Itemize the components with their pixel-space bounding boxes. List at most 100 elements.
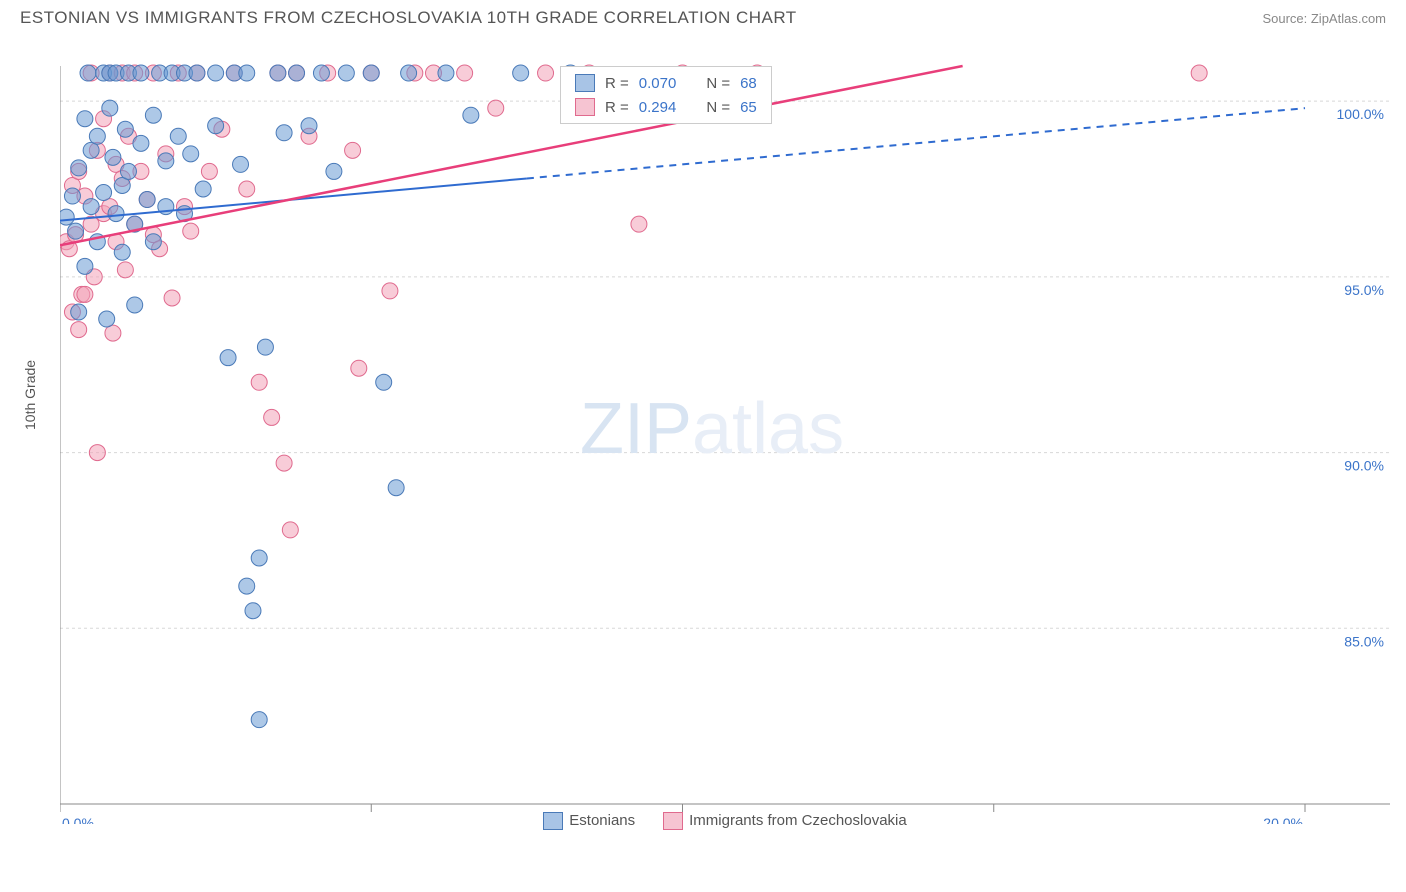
data-point [189, 65, 205, 81]
data-point [463, 107, 479, 123]
y-tick-label: 100.0% [1337, 106, 1384, 122]
data-point [538, 65, 554, 81]
legend-item: Estonians [543, 812, 635, 830]
legend-swatch [575, 74, 595, 92]
data-point [488, 100, 504, 116]
data-point [71, 304, 87, 320]
chart-title: ESTONIAN VS IMMIGRANTS FROM CZECHOSLOVAK… [20, 8, 797, 28]
data-point [233, 156, 249, 172]
data-point [208, 65, 224, 81]
y-axis-label: 10th Grade [22, 360, 38, 430]
data-point [71, 160, 87, 176]
data-point [251, 550, 267, 566]
legend-swatch [575, 98, 595, 116]
y-tick-label: 85.0% [1344, 633, 1384, 649]
data-point [99, 311, 115, 327]
r-value: 0.294 [639, 99, 677, 116]
data-point [102, 100, 118, 116]
data-point [338, 65, 354, 81]
data-point [401, 65, 417, 81]
data-point [127, 297, 143, 313]
data-point [164, 290, 180, 306]
data-point [183, 223, 199, 239]
data-point [77, 258, 93, 274]
data-point [83, 199, 99, 215]
series-legend: Estonians Immigrants from Czechoslovakia [60, 812, 1390, 830]
data-point [89, 128, 105, 144]
data-point [145, 234, 161, 250]
data-point [68, 223, 84, 239]
data-point [145, 107, 161, 123]
data-point [239, 181, 255, 197]
data-point [139, 192, 155, 208]
data-point [326, 163, 342, 179]
data-point [276, 125, 292, 141]
data-point [133, 135, 149, 151]
n-value: 65 [740, 99, 757, 116]
data-point [264, 409, 280, 425]
data-point [71, 322, 87, 338]
data-point [208, 118, 224, 134]
data-point [158, 153, 174, 169]
r-label: R = [605, 99, 629, 116]
data-point [438, 65, 454, 81]
data-point [220, 350, 236, 366]
data-point [289, 65, 305, 81]
chart-area: 85.0%90.0%95.0%100.0%0.0%20.0% ZIPatlas … [60, 48, 1390, 824]
y-tick-label: 95.0% [1344, 282, 1384, 298]
data-point [80, 65, 96, 81]
legend-swatch [543, 812, 563, 830]
data-point [513, 65, 529, 81]
r-value: 0.070 [639, 75, 677, 92]
data-point [64, 188, 80, 204]
data-point [388, 480, 404, 496]
data-point [313, 65, 329, 81]
data-point [301, 118, 317, 134]
n-value: 68 [740, 75, 757, 92]
data-point [133, 65, 149, 81]
data-point [108, 206, 124, 222]
n-label: N = [706, 99, 730, 116]
data-point [117, 121, 133, 137]
data-point [276, 455, 292, 471]
scatter-plot: 85.0%90.0%95.0%100.0%0.0%20.0% [60, 48, 1390, 824]
data-point [195, 181, 211, 197]
chart-header: ESTONIAN VS IMMIGRANTS FROM CZECHOSLOVAK… [0, 0, 1406, 32]
legend-row: R = 0.294 N = 65 [561, 95, 771, 119]
n-label: N = [706, 75, 730, 92]
data-point [363, 65, 379, 81]
legend-label: Immigrants from Czechoslovakia [689, 812, 907, 829]
data-point [631, 216, 647, 232]
data-point [1191, 65, 1207, 81]
data-point [257, 339, 273, 355]
data-point [239, 65, 255, 81]
source-label: Source: ZipAtlas.com [1262, 11, 1386, 26]
data-point [170, 128, 186, 144]
data-point [105, 149, 121, 165]
data-point [382, 283, 398, 299]
data-point [120, 163, 136, 179]
data-point [245, 603, 261, 619]
data-point [117, 262, 133, 278]
data-point [114, 244, 130, 260]
data-point [183, 146, 199, 162]
data-point [77, 111, 93, 127]
data-point [201, 163, 217, 179]
data-point [270, 65, 286, 81]
data-point [239, 578, 255, 594]
data-point [351, 360, 367, 376]
data-point [345, 142, 361, 158]
y-tick-label: 90.0% [1344, 458, 1384, 474]
data-point [89, 445, 105, 461]
data-point [376, 374, 392, 390]
legend-label: Estonians [569, 812, 635, 829]
correlation-legend: R = 0.070 N = 68 R = 0.294 N = 65 [560, 66, 772, 124]
data-point [77, 286, 93, 302]
data-point [251, 374, 267, 390]
data-point [251, 712, 267, 728]
legend-row: R = 0.070 N = 68 [561, 71, 771, 95]
data-point [457, 65, 473, 81]
data-point [96, 185, 112, 201]
r-label: R = [605, 75, 629, 92]
data-point [60, 209, 74, 225]
